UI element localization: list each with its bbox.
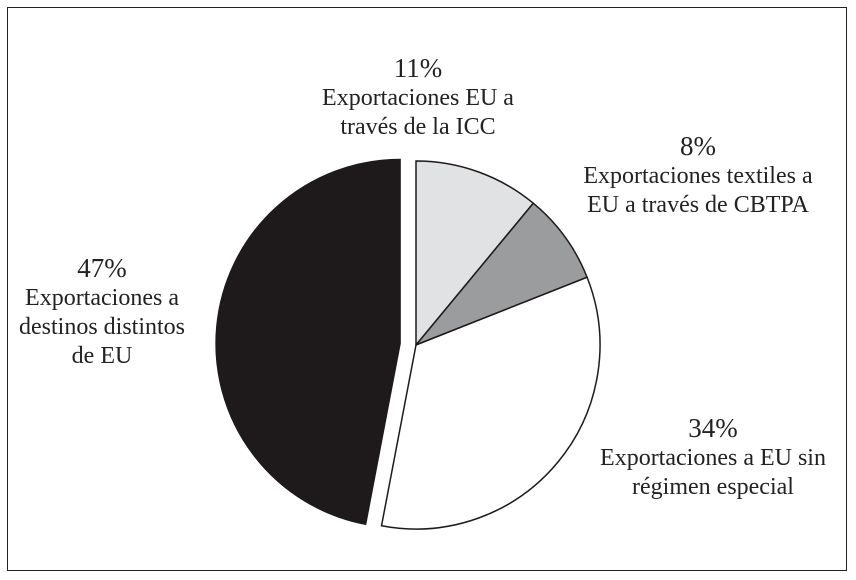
slice-label: 11% Exportaciones EU a través de la ICC: [318, 52, 518, 142]
category-label: Exportaciones textiles a EU a través de …: [583, 163, 813, 218]
percent-label: 11%: [393, 53, 443, 83]
slice-label: 34% Exportaciones a EU sin régimen especi…: [598, 412, 828, 502]
percent-label: 47%: [77, 253, 127, 283]
slice-label: 47% Exportaciones a destinos distintos de…: [9, 252, 195, 371]
slice-label: 8% Exportaciones textiles a EU a través d…: [578, 130, 818, 220]
category-label: Exportaciones EU a través de la ICC: [322, 85, 514, 140]
pie-slice: [415, 160, 535, 348]
percent-label: 34%: [688, 413, 738, 443]
frame: [7, 7, 847, 571]
category-label: Exportaciones a EU sin régimen especial: [600, 445, 826, 500]
pie-slice: [380, 276, 601, 530]
percent-label: 8%: [680, 131, 716, 161]
category-label: Exportaciones a destinos distintos de EU: [18, 285, 186, 369]
pie-slice: [215, 158, 401, 526]
pie-slice: [415, 202, 589, 346]
